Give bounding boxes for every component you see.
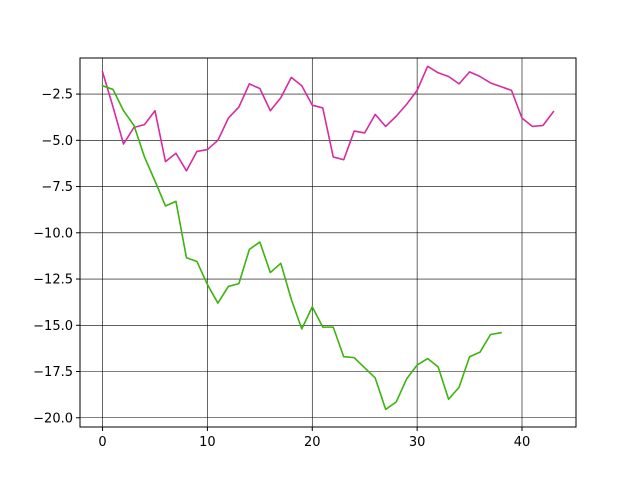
y-tick-label: −12.5 <box>33 273 73 288</box>
x-tick-label: 30 <box>409 435 426 450</box>
y-tick-label: −20.0 <box>33 411 73 426</box>
series-layer <box>101 65 555 411</box>
y-tick-label: −7.5 <box>41 180 73 195</box>
plot-frame <box>79 57 577 428</box>
y-tick-label: −5.0 <box>41 134 73 149</box>
x-axis: 0 10 20 30 40 <box>98 427 530 450</box>
y-tick-label: −17.5 <box>33 365 73 380</box>
grid-layer <box>80 58 576 427</box>
y-tick-label: −10.0 <box>33 226 73 241</box>
x-tick-label: 0 <box>98 435 106 450</box>
series-line-1 <box>101 65 555 172</box>
x-tick-label: 20 <box>304 435 321 450</box>
y-axis: −20.0 −17.5 −15.0 −12.5 −10.0 −7.5 −5.0 −2.5 <box>33 88 80 426</box>
x-tick-label: 10 <box>199 435 216 450</box>
x-tick-label: 40 <box>514 435 531 450</box>
y-tick-label: −2.5 <box>41 88 73 103</box>
y-tick-label: −15.0 <box>33 319 73 334</box>
series-line-2 <box>101 84 502 411</box>
